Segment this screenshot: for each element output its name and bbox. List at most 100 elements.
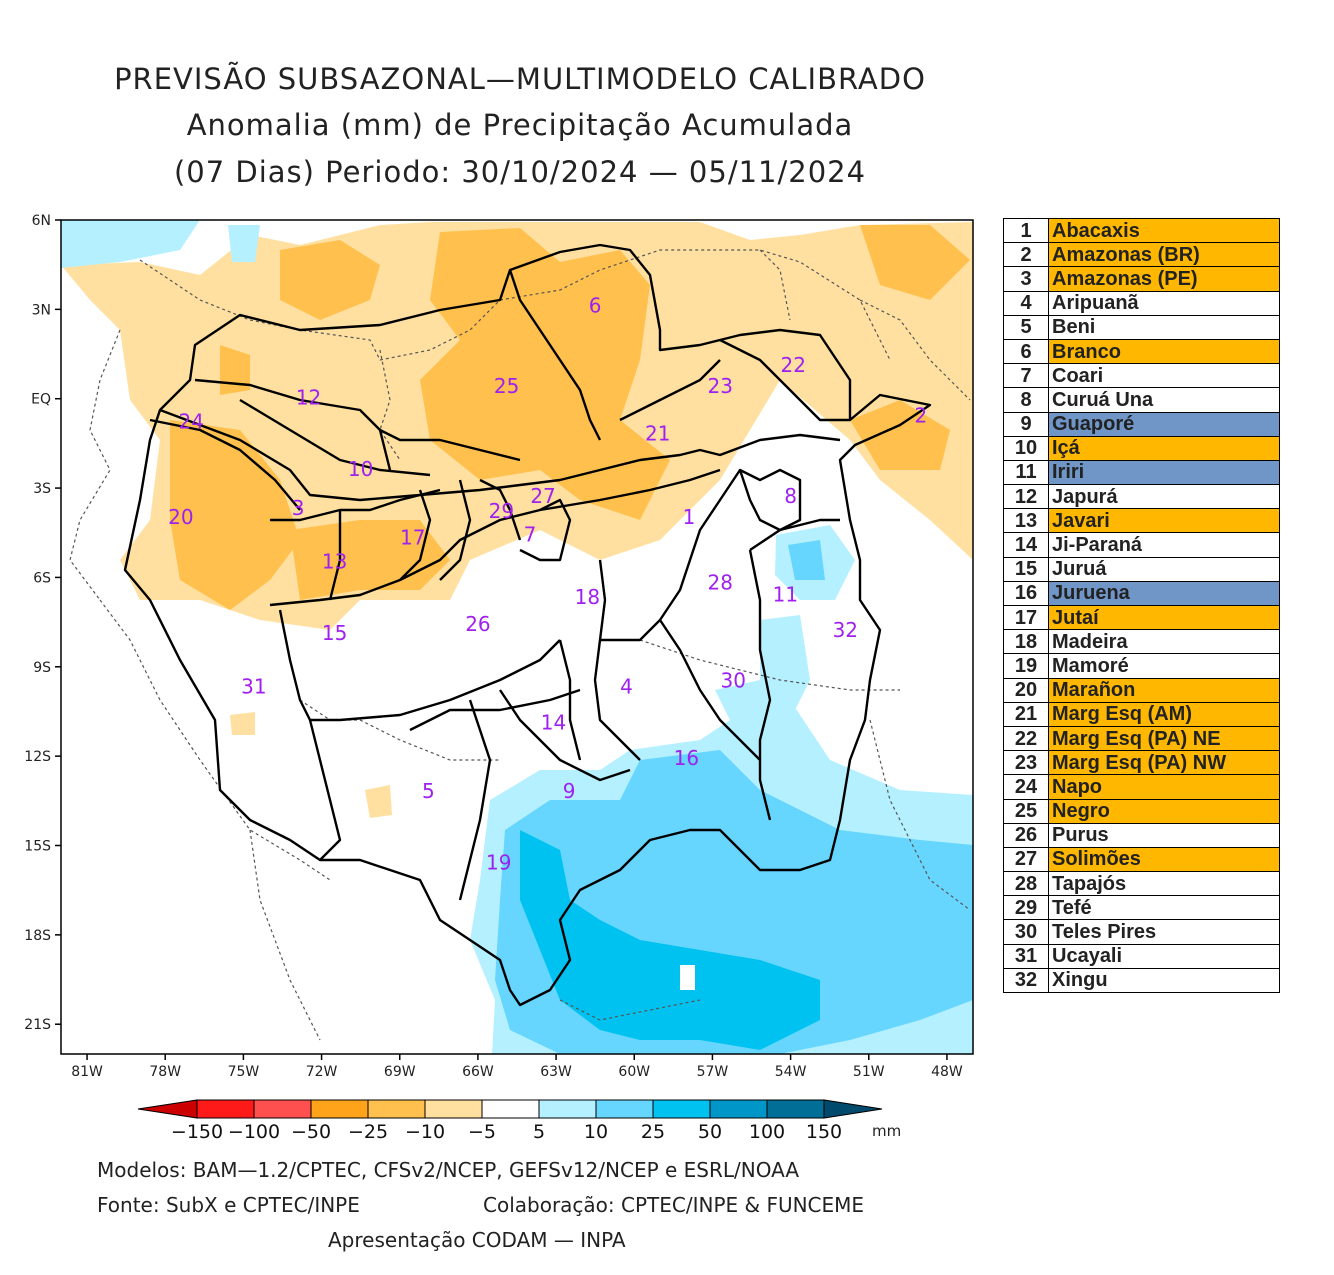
basin-name: Amazonas (BR) bbox=[1048, 242, 1280, 268]
basin-number-label: 27 bbox=[530, 484, 555, 508]
basin-name: Teles Pires bbox=[1048, 919, 1280, 945]
basin-number: 28 bbox=[1003, 871, 1049, 897]
colorbar-segment bbox=[481, 1099, 540, 1119]
colorbar-segment bbox=[253, 1099, 312, 1119]
colorbar-label: −150 bbox=[171, 1121, 223, 1143]
basin-row: 23 Marg Esq (PA) NW bbox=[1003, 750, 1280, 776]
basin-name: Negro bbox=[1048, 798, 1280, 824]
longitude-axis: 81W 78W 75W 72W 69W 66W 63W 60W 57W 54W 51W 48W bbox=[71, 1054, 963, 1080]
basin-number-label: 8 bbox=[784, 484, 797, 508]
basin-number-label: 19 bbox=[486, 850, 511, 874]
basin-name: Japurá bbox=[1048, 484, 1280, 510]
basin-row: 13 Javari bbox=[1003, 508, 1280, 534]
basin-number-label: 30 bbox=[721, 669, 746, 693]
basin-name: Içá bbox=[1048, 435, 1280, 461]
lon-tick-label: 66W bbox=[462, 1064, 494, 1080]
basin-number-label: 10 bbox=[348, 457, 373, 481]
colorbar-label: −5 bbox=[468, 1121, 496, 1143]
colorbar-segment bbox=[652, 1099, 711, 1119]
latitude-axis: 6N 3N EQ 3S 6S 9S 12S 15S 18S 21S bbox=[24, 213, 61, 1033]
basin-name: Marg Esq (PA) NE bbox=[1048, 725, 1280, 752]
colorbar-label: −50 bbox=[291, 1121, 331, 1143]
basin-number: 14 bbox=[1003, 532, 1049, 558]
basin-number: 30 bbox=[1003, 919, 1049, 945]
basin-row: 3 Amazonas (PE) bbox=[1003, 266, 1280, 292]
lon-tick-label: 63W bbox=[540, 1064, 572, 1080]
basin-number: 12 bbox=[1003, 484, 1049, 510]
basin-row: 11 Iriri bbox=[1003, 459, 1280, 486]
basin-row: 8 Curuá Una bbox=[1003, 387, 1280, 413]
basin-number: 2 bbox=[1003, 242, 1049, 268]
basin-number: 3 bbox=[1003, 266, 1049, 292]
lon-tick-label: 72W bbox=[306, 1064, 338, 1080]
basin-name: Guaporé bbox=[1048, 411, 1280, 437]
lat-tick-label: 6N bbox=[32, 213, 51, 229]
basin-boundaries bbox=[123, 243, 932, 1007]
basin-number: 1 bbox=[1003, 217, 1049, 244]
basin-number-label: 2 bbox=[915, 404, 928, 428]
lon-tick-label: 78W bbox=[149, 1064, 181, 1080]
basin-name: Iriri bbox=[1048, 459, 1280, 486]
basin-number: 29 bbox=[1003, 895, 1049, 921]
credit-models: Modelos: BAM—1.2/CPTEC, CFSv2/NCEP, GEFS… bbox=[97, 1158, 800, 1182]
colorbar-label: 25 bbox=[641, 1121, 665, 1143]
colorbar-unit: mm bbox=[872, 1122, 901, 1140]
lat-tick-label: 21S bbox=[24, 1017, 51, 1033]
basin-name: Tefé bbox=[1048, 895, 1280, 921]
basin-number-label: 15 bbox=[322, 621, 347, 645]
basin-number: 19 bbox=[1003, 653, 1049, 679]
colorbar-label: 5 bbox=[533, 1121, 545, 1143]
basin-number: 5 bbox=[1003, 314, 1049, 340]
colorbar-segment bbox=[766, 1099, 825, 1119]
basin-number-label: 29 bbox=[489, 499, 514, 523]
basin-row: 4 Aripuanã bbox=[1003, 290, 1280, 316]
basin-number-label: 5 bbox=[422, 779, 435, 803]
colorbar: −150 −100 −50 −25 −10 −5 5 10 25 50 100 150 mm bbox=[137, 1099, 901, 1143]
basin-number-label: 20 bbox=[168, 505, 193, 529]
basin-number: 25 bbox=[1003, 798, 1049, 824]
basin-name: Branco bbox=[1048, 338, 1280, 365]
basin-number: 27 bbox=[1003, 846, 1049, 873]
basin-number-label: 12 bbox=[296, 386, 321, 410]
colorbar-segment bbox=[367, 1099, 426, 1119]
basin-row: 32 Xingu bbox=[1003, 967, 1280, 994]
basin-row: 7 Coari bbox=[1003, 363, 1280, 389]
basin-number: 13 bbox=[1003, 508, 1049, 534]
basin-row: 31 Ucayali bbox=[1003, 943, 1280, 969]
basin-number-label: 11 bbox=[773, 582, 798, 606]
lat-tick-label: 9S bbox=[33, 660, 51, 676]
basin-name: Juruá bbox=[1048, 556, 1280, 582]
colorbar-arrow-right bbox=[823, 1099, 883, 1119]
basin-number: 21 bbox=[1003, 701, 1049, 727]
basin-number: 16 bbox=[1003, 580, 1049, 607]
basin-name: Xingu bbox=[1048, 967, 1280, 994]
basin-row: 22 Marg Esq (PA) NE bbox=[1003, 725, 1280, 752]
basin-row: 25 Negro bbox=[1003, 798, 1280, 824]
basin-number-labels: 1234567891011121314151617181920212223242… bbox=[168, 293, 927, 874]
colorbar-label: 50 bbox=[698, 1121, 722, 1143]
basin-row: 6 Branco bbox=[1003, 338, 1280, 365]
basin-number-label: 21 bbox=[645, 421, 670, 445]
basin-name: Tapajós bbox=[1048, 871, 1280, 897]
basin-number-label: 18 bbox=[575, 585, 600, 609]
colorbar-arrow-left bbox=[137, 1099, 198, 1119]
colorbar-label: −100 bbox=[228, 1121, 280, 1143]
basin-row: 9 Guaporé bbox=[1003, 411, 1280, 437]
lon-tick-label: 75W bbox=[228, 1064, 260, 1080]
lat-tick-label: 3S bbox=[33, 481, 51, 497]
basin-number: 20 bbox=[1003, 677, 1049, 703]
basin-row: 16 Juruena bbox=[1003, 580, 1280, 607]
lat-tick-label: EQ bbox=[31, 392, 51, 408]
basin-number-label: 9 bbox=[563, 779, 576, 803]
basin-row: 29 Tefé bbox=[1003, 895, 1280, 921]
colorbar-segment bbox=[538, 1099, 597, 1119]
lat-tick-label: 6S bbox=[33, 570, 51, 586]
basin-number-label: 32 bbox=[833, 618, 858, 642]
basin-row: 15 Juruá bbox=[1003, 556, 1280, 582]
basin-number: 31 bbox=[1003, 943, 1049, 969]
basin-number-label: 1 bbox=[683, 505, 696, 529]
colorbar-label: −10 bbox=[405, 1121, 445, 1143]
basin-number: 17 bbox=[1003, 604, 1049, 631]
basin-row: 26 Purus bbox=[1003, 822, 1280, 848]
basin-number: 7 bbox=[1003, 363, 1049, 389]
